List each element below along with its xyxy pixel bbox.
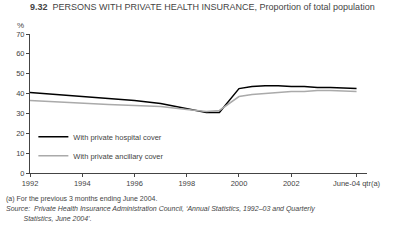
svg-text:20: 20	[16, 129, 24, 138]
svg-text:9.32 PERSONS WITH PRIVATE HEA: 9.32 PERSONS WITH PRIVATE HEALTH INSURAN…	[30, 2, 375, 12]
svg-text:(a) For the previous 3 months: (a) For the previous 3 months ending Jun…	[6, 195, 157, 203]
svg-text:%: %	[17, 21, 24, 30]
svg-text:40: 40	[16, 89, 24, 98]
svg-text:2000: 2000	[231, 179, 248, 188]
svg-text:1992: 1992	[22, 179, 39, 188]
svg-text:2002: 2002	[283, 179, 300, 188]
svg-text:10: 10	[16, 149, 24, 158]
svg-text:1996: 1996	[126, 179, 143, 188]
svg-text:With private ancillary cover: With private ancillary cover	[73, 152, 163, 161]
svg-text:0: 0	[20, 169, 24, 178]
svg-text:With private hospital cover: With private hospital cover	[73, 133, 161, 142]
svg-text:30: 30	[16, 109, 24, 118]
svg-text:1994: 1994	[74, 179, 91, 188]
svg-text:June-04 qtr(a): June-04 qtr(a)	[333, 179, 381, 188]
svg-text:1998: 1998	[178, 179, 195, 188]
svg-text:Source: Private Health Insura: Source: Private Health Insurance Adminis…	[6, 205, 315, 213]
svg-text:70: 70	[16, 30, 24, 39]
svg-text:60: 60	[16, 49, 24, 58]
svg-text:Statistics, June 2004’.: Statistics, June 2004’.	[6, 215, 92, 222]
svg-text:50: 50	[16, 69, 24, 78]
